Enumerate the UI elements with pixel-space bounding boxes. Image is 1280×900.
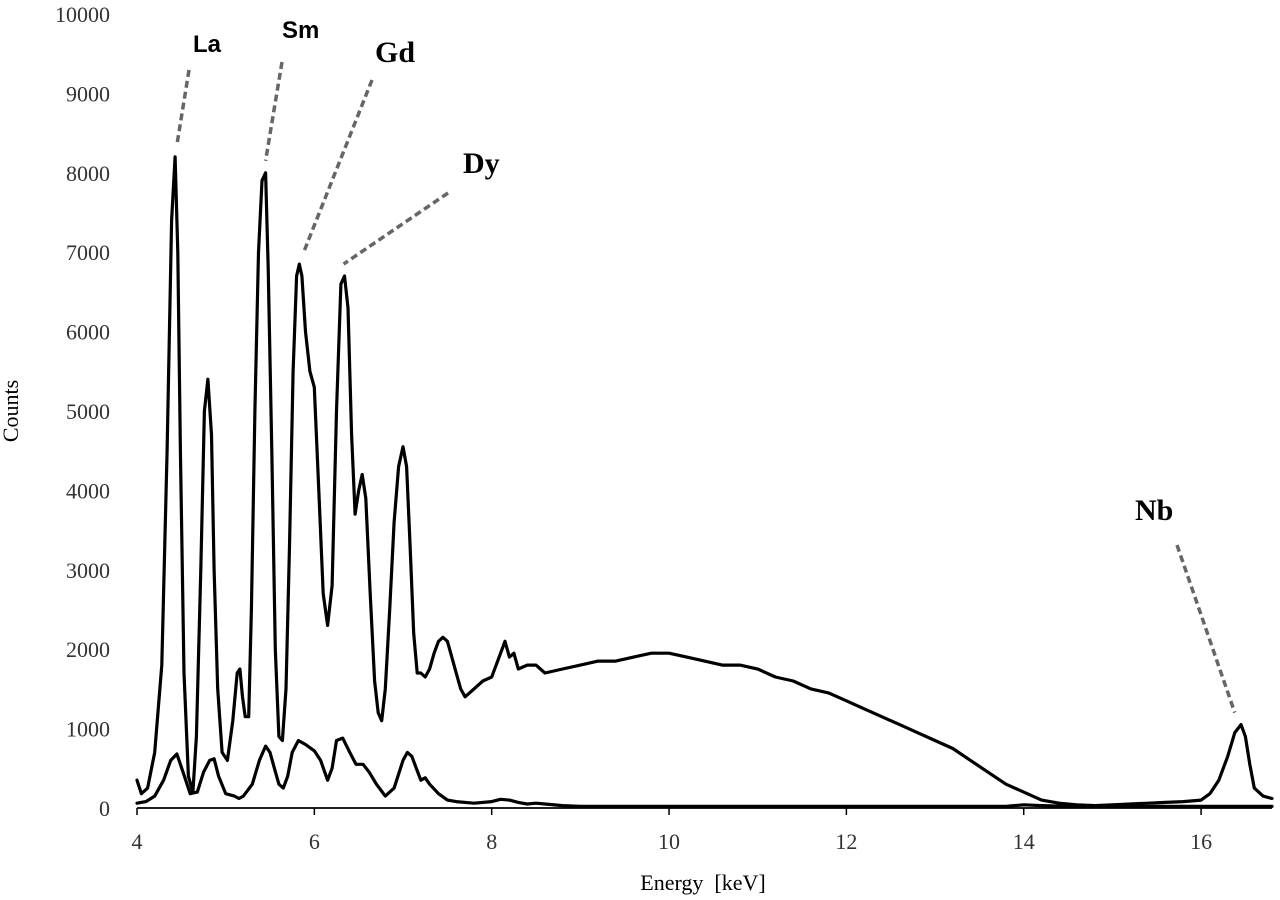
annotation-label: Dy bbox=[463, 147, 500, 180]
y-tick-label: 3000 bbox=[66, 558, 110, 583]
annotation-label: Sm bbox=[282, 17, 319, 44]
annotation-leader bbox=[263, 61, 284, 162]
annotation-leader bbox=[175, 69, 191, 146]
peak-annotations: La Sm Gd Dy Nb bbox=[175, 17, 1237, 714]
annotation-leader bbox=[342, 191, 449, 266]
annotation-label: La bbox=[193, 31, 222, 58]
y-tick-label: 5000 bbox=[66, 399, 110, 424]
x-tick-label: 16 bbox=[1190, 829, 1212, 854]
annotation-label: Nb bbox=[1135, 494, 1173, 527]
x-axis-title: Energy [keV] bbox=[640, 870, 765, 895]
series-line-2 bbox=[135, 736, 1274, 808]
y-tick-label: 10000 bbox=[55, 2, 110, 27]
y-tick-label: 8000 bbox=[66, 161, 110, 186]
y-axis-ticks: 0 1000 2000 3000 4000 5000 6000 7000 8000 9000 100… bbox=[55, 2, 110, 821]
series-line-1 bbox=[135, 155, 1274, 808]
x-tick-label: 6 bbox=[309, 829, 320, 854]
y-tick-label: 4000 bbox=[66, 478, 110, 503]
series-group bbox=[135, 155, 1274, 808]
annotation-leader bbox=[302, 79, 374, 253]
y-tick-label: 7000 bbox=[66, 240, 110, 265]
x-axis-ticks: 4 6 8 10 12 14 16 bbox=[132, 808, 1212, 854]
annotation-leader bbox=[1175, 544, 1237, 714]
y-tick-label: 1000 bbox=[66, 717, 110, 742]
annotation-label: Gd bbox=[375, 36, 415, 69]
y-axis-title: Counts bbox=[0, 380, 23, 442]
x-tick-label: 10 bbox=[658, 829, 680, 854]
y-tick-label: 9000 bbox=[66, 81, 110, 106]
y-tick-label: 6000 bbox=[66, 320, 110, 345]
y-tick-label: 0 bbox=[99, 796, 110, 821]
x-tick-label: 4 bbox=[132, 829, 143, 854]
x-tick-label: 14 bbox=[1013, 829, 1035, 854]
x-tick-label: 8 bbox=[486, 829, 497, 854]
x-tick-label: 12 bbox=[835, 829, 857, 854]
y-tick-label: 2000 bbox=[66, 637, 110, 662]
